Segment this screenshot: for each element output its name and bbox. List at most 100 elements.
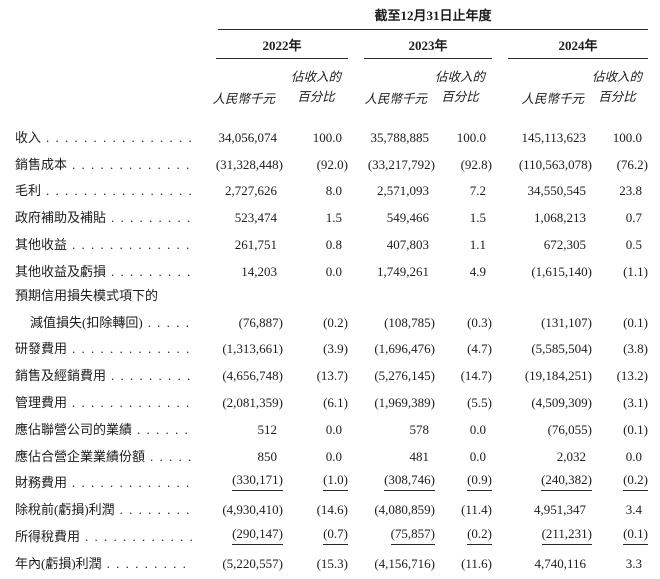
- row-label: 研發費用: [15, 341, 68, 357]
- percent-cell: 23.8: [592, 173, 648, 200]
- cell-value: (0.1): [623, 421, 649, 437]
- row-label-cell: 應佔聯營公司的業績: [15, 411, 200, 438]
- dot-leader: [107, 556, 192, 572]
- row-label-cell: 財務費用: [15, 465, 200, 492]
- cell-value: (108,785): [384, 314, 435, 330]
- amount-cell: (19,184,251): [492, 357, 592, 384]
- cell-value: 850: [257, 448, 278, 464]
- row-label-cell: 應佔合營企業業績份額: [15, 438, 200, 465]
- cell-value: (0.9): [467, 472, 492, 492]
- percent-cell: 3.3: [592, 545, 648, 572]
- percent-cell: (11.6): [435, 545, 492, 572]
- cell-value: 14,203: [241, 263, 277, 279]
- table-body: 收入 34,056,074 100.0 35,788,885 100.0 145,113,…: [15, 119, 649, 572]
- cell-value: 0.0: [325, 263, 342, 279]
- cell-value: (4.7): [467, 341, 492, 357]
- table-row: 應佔聯營公司的業績 512 0.0 578 0.0 (76,055) (0.1): [15, 411, 648, 438]
- percent-cell: (14.7): [435, 357, 492, 384]
- amount-cell: (76,887): [200, 304, 283, 331]
- row-label: 除稅前(虧損)利潤: [15, 502, 115, 518]
- table-row: 銷售成本 (31,328,448) (92.0) (33,217,792) (92.8)…: [15, 146, 648, 173]
- amount-cell: 407,803: [348, 226, 435, 253]
- cell-value: 145,113,623: [521, 129, 586, 145]
- amount-cell: (290,147): [200, 518, 283, 545]
- row-label: 其他收益及虧損: [15, 263, 107, 279]
- row-label-cell: 減值損失(扣除轉回): [15, 304, 200, 331]
- year-2022-cell: 2022年: [200, 30, 348, 59]
- row-label: 所得稅費用: [15, 528, 81, 544]
- cell-value: 3.4: [625, 502, 643, 518]
- cell-value: (14.6): [316, 502, 348, 518]
- amount-cell: (4,930,410): [200, 491, 283, 518]
- table-row: 減值損失(扣除轉回) (76,887) (0.2) (108,785) (0.3) (13…: [15, 304, 648, 331]
- row-label-cell: 其他收益及虧損: [15, 253, 200, 280]
- percent-cell: 0.0: [283, 438, 348, 465]
- percent-cell: 1.5: [283, 199, 348, 226]
- cell-value: 100.0: [312, 129, 342, 145]
- amount-cell: (31,328,448): [200, 146, 283, 173]
- percent-cell: (3.9): [283, 331, 348, 358]
- table-row: 除稅前(虧損)利潤 (4,930,410) (14.6) (4,080,859) (11…: [15, 491, 648, 518]
- row-label: 收入: [15, 129, 42, 145]
- percent-cell: (15.3): [283, 545, 348, 572]
- amount-cell: (211,231): [492, 518, 592, 545]
- percent-cell: (0.2): [592, 465, 649, 492]
- empty-cell: [200, 280, 648, 304]
- row-label-cell: 研發費用: [15, 331, 200, 358]
- amount-cell: 512: [200, 411, 283, 438]
- percent-cell: 0.0: [592, 438, 648, 465]
- percent-cell: 100.0: [283, 119, 348, 146]
- row-label: 毛利: [15, 183, 42, 199]
- row-label-cell: 管理費用: [15, 384, 200, 411]
- amount-cell: 549,466: [348, 199, 435, 226]
- income-statement-table: 截至12月31日止年度 2022年 2023年 2024年 人民幣千元: [15, 5, 649, 572]
- amount-cell: 34,550,545: [492, 173, 592, 200]
- percent-cell: 100.0: [592, 119, 648, 146]
- percent-cell: 0.0: [435, 438, 492, 465]
- table-row: 其他收益及虧損 14,203 0.0 1,749,261 4.9 (1,615,140) (…: [15, 253, 648, 280]
- table-row: 預期信用損失模式項下的: [15, 280, 648, 304]
- amount-cell: 481: [348, 438, 435, 465]
- row-label: 政府補助及補貼: [15, 210, 107, 226]
- cell-value: 481: [409, 448, 430, 464]
- amount-cell: (110,563,078): [492, 146, 592, 173]
- cell-value: 8.0: [325, 183, 342, 199]
- dot-leader: [148, 315, 192, 331]
- year-2024-cell: 2024年: [492, 30, 649, 59]
- row-label: 應佔合營企業業績份額: [15, 448, 146, 464]
- amount-cell: 523,474: [200, 199, 283, 226]
- cell-value: (92.0): [316, 156, 348, 172]
- percent-cell: 0.8: [283, 226, 348, 253]
- cell-value: (0.2): [623, 472, 649, 492]
- row-label: 銷售及經銷費用: [15, 368, 107, 384]
- cell-value: 672,305: [543, 236, 586, 252]
- dot-leader: [46, 183, 192, 199]
- cell-value: (240,382): [541, 472, 592, 492]
- percent-cell: (6.1): [283, 384, 348, 411]
- row-label: 銷售成本: [15, 156, 68, 172]
- cell-value: 1.5: [325, 210, 342, 226]
- percent-cell: (14.6): [283, 491, 348, 518]
- row-label-cell: 收入: [15, 119, 200, 146]
- row-label: 年內(虧損)利潤: [15, 555, 102, 571]
- cell-value: (13.7): [316, 368, 348, 384]
- percent-header-2023: 佔收入的 百分比: [435, 59, 492, 119]
- table-row: 管理費用 (2,081,359) (6.1) (1,969,389) (5.5) (4,5…: [15, 384, 648, 411]
- cell-value: (4,156,716): [374, 555, 435, 571]
- dot-leader: [72, 341, 192, 357]
- cell-value: 35,788,885: [370, 129, 430, 145]
- year-2023-cell: 2023年: [348, 30, 492, 59]
- cell-value: (1,615,140): [531, 263, 592, 279]
- percent-cell: (1.0): [283, 465, 348, 492]
- amount-cell: 261,751: [200, 226, 283, 253]
- cell-value: (0.3): [467, 314, 492, 330]
- percent-cell: (0.3): [435, 304, 492, 331]
- table-row: 研發費用 (1,313,661) (3.9) (1,696,476) (4.7) (5,5…: [15, 331, 648, 358]
- dot-leader: [120, 502, 192, 518]
- amount-cell: (1,696,476): [348, 331, 435, 358]
- amount-cell: 2,571,093: [348, 173, 435, 200]
- amount-cell: 4,951,347: [492, 491, 592, 518]
- percent-cell: 100.0: [435, 119, 492, 146]
- cell-value: 0.5: [625, 236, 643, 252]
- dot-leader: [72, 395, 192, 411]
